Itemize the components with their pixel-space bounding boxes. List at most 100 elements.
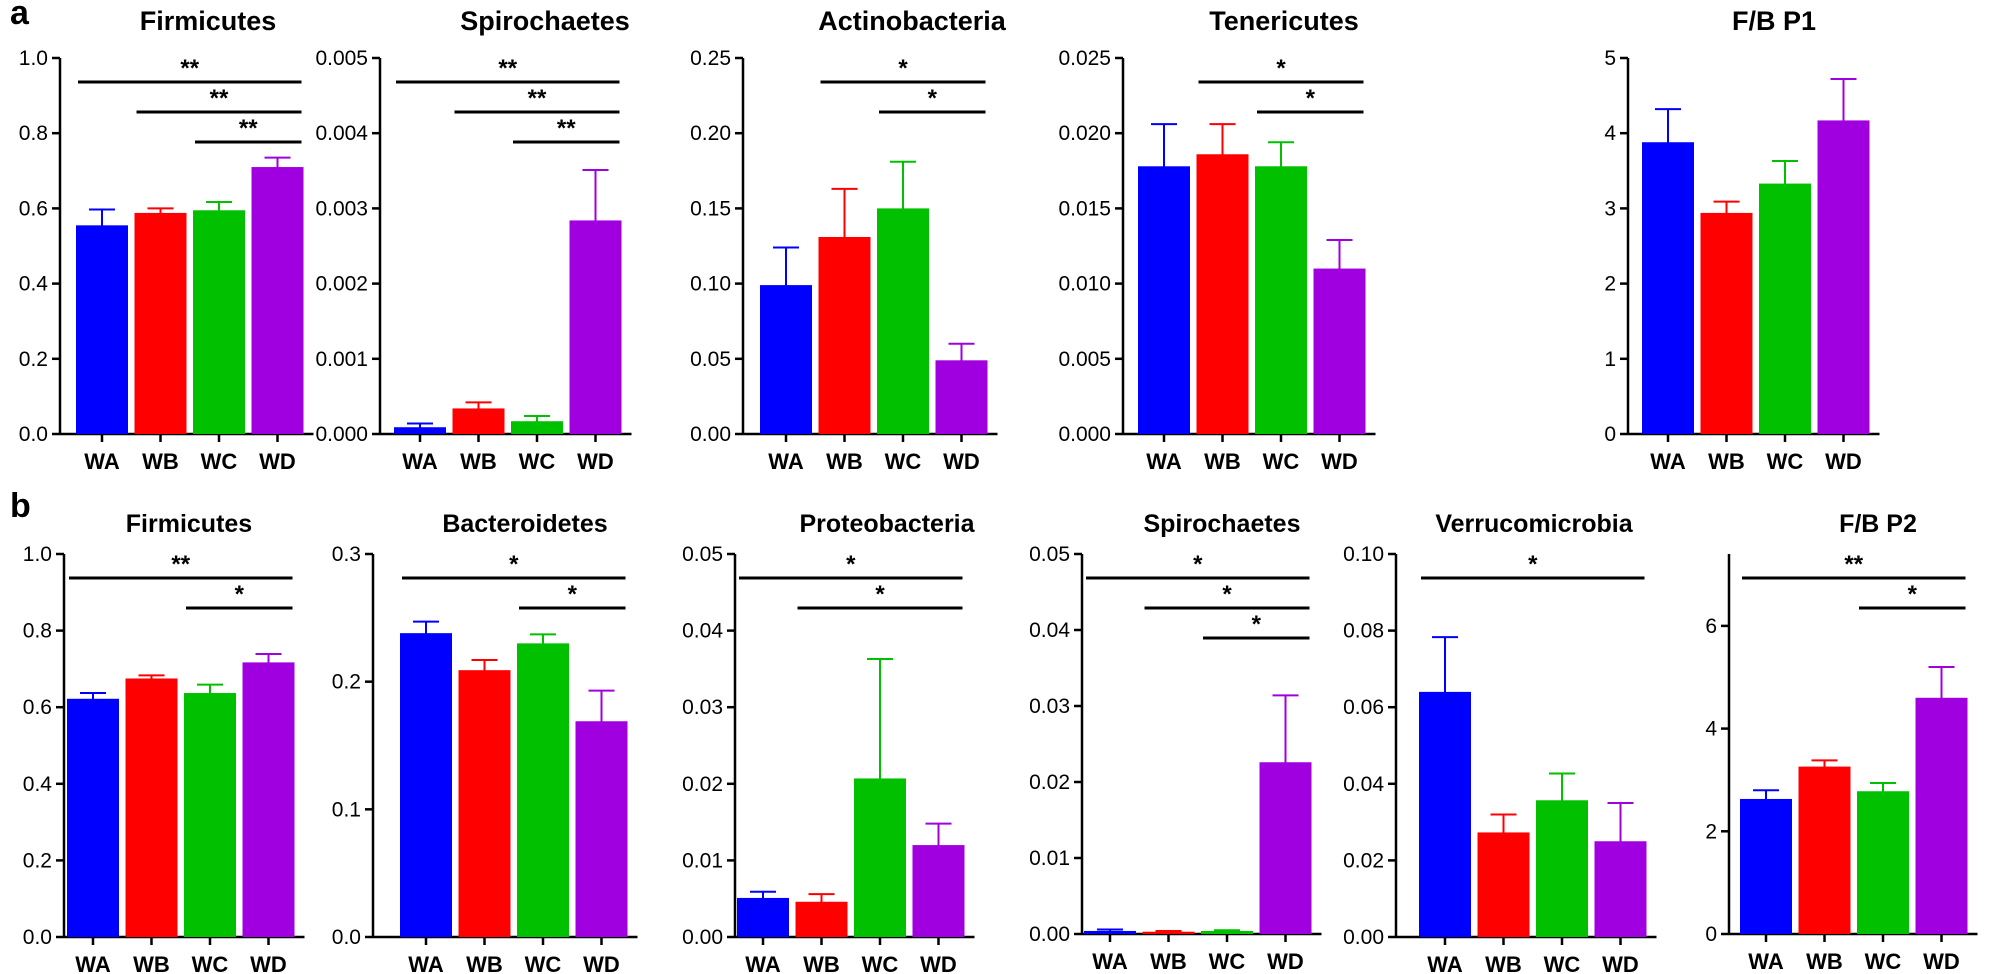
significance-label: * — [1222, 581, 1232, 608]
y-tick-label: 4 — [1705, 718, 1717, 741]
bar-wc — [184, 693, 236, 937]
significance-label: * — [235, 581, 245, 608]
x-tick-label: WB — [466, 952, 503, 974]
significance-label: ** — [557, 115, 576, 142]
significance-label: * — [928, 85, 938, 112]
x-tick-label: WA — [75, 952, 111, 974]
chart-b-9: Spirochaetes 0.00 0.01 0.02 0.03 0.04 0.05 WA WB… — [1029, 510, 1322, 974]
y-tick-label: 0.00 — [682, 926, 723, 949]
y-tick-label: 5 — [1604, 47, 1616, 70]
y-tick-label: 0.2 — [332, 671, 361, 694]
y-tick-label: 0.8 — [23, 620, 52, 643]
y-tick-label: 0.05 — [1029, 543, 1070, 566]
x-tick-label: WC — [885, 449, 922, 474]
y-tick-label: 0.1 — [332, 798, 361, 821]
bar-wd — [1817, 120, 1870, 434]
bar-wc — [193, 210, 245, 434]
y-tick-label: 0.02 — [1343, 849, 1384, 872]
y-tick-label: 0.0 — [19, 423, 48, 446]
y-tick-label: 0.010 — [1058, 273, 1111, 296]
significance-label: * — [1908, 581, 1918, 608]
panel-label-b: b — [10, 487, 31, 525]
y-tick-label: 0.00 — [1343, 926, 1384, 949]
y-tick-label: 0.6 — [23, 696, 52, 719]
bar-wc — [1857, 791, 1909, 934]
significance-label: * — [1276, 55, 1286, 82]
significance-label: ** — [498, 55, 517, 82]
bar-wa — [1138, 166, 1190, 434]
significance-label: * — [1252, 611, 1262, 638]
x-tick-label: WD — [1923, 949, 1960, 974]
x-tick-label: WB — [1204, 449, 1241, 474]
y-tick-label: 0.00 — [1029, 923, 1070, 946]
chart-a-4: Tenericutes 0.000 0.005 0.010 0.015 0.020 0.02… — [1058, 6, 1376, 474]
significance-label: * — [898, 55, 908, 82]
y-tick-label: 0.4 — [19, 273, 49, 296]
bar-wd — [575, 721, 628, 937]
y-tick-label: 6 — [1705, 615, 1717, 638]
panel-label-a: a — [10, 0, 30, 32]
y-tick-label: 0.6 — [19, 197, 48, 220]
chart-title: Spirochaetes — [460, 6, 630, 36]
bar-wc — [1759, 183, 1811, 434]
x-tick-label: WC — [862, 952, 899, 974]
x-tick-label: WA — [1748, 949, 1784, 974]
significance-label: ** — [528, 85, 547, 112]
bar-wb — [1196, 154, 1249, 435]
y-tick-label: 0.020 — [1058, 122, 1111, 145]
bar-wc — [511, 421, 563, 434]
bar-wa — [400, 633, 452, 937]
bar-wc — [1255, 166, 1307, 434]
y-tick-label: 0 — [1604, 423, 1616, 446]
x-tick-label: WA — [408, 952, 444, 974]
y-tick-label: 1.0 — [23, 543, 52, 566]
x-tick-label: WD — [259, 449, 296, 474]
significance-label: ** — [171, 551, 190, 578]
y-tick-label: 0.04 — [1343, 773, 1384, 796]
bar-wd — [1915, 697, 1968, 934]
chart-title: Verrucomicrobia — [1435, 510, 1633, 538]
significance-label: * — [875, 581, 885, 608]
x-tick-label: WC — [1544, 952, 1581, 974]
significance-label: * — [1193, 551, 1203, 578]
chart-b-8: Proteobacteria 0.00 0.01 0.02 0.03 0.04 0.05 WA… — [682, 510, 976, 974]
bar-wb — [134, 212, 187, 434]
y-tick-label: 0.005 — [315, 47, 368, 70]
y-tick-label: 0.005 — [1058, 348, 1111, 371]
bar-wb — [458, 670, 511, 937]
y-tick-label: 0.8 — [19, 122, 48, 145]
y-tick-label: 0.03 — [682, 696, 723, 719]
x-tick-label: WA — [1092, 949, 1128, 974]
y-tick-label: 0.02 — [682, 773, 723, 796]
y-tick-label: 1 — [1604, 348, 1616, 371]
y-tick-label: 0.0 — [23, 926, 52, 949]
y-tick-label: 0.000 — [1058, 423, 1111, 446]
y-tick-label: 0.01 — [1029, 847, 1070, 870]
x-tick-label: WA — [745, 952, 781, 974]
y-tick-label: 0.04 — [682, 620, 723, 643]
chart-title: Firmicutes — [126, 510, 252, 538]
y-tick-label: 0.0 — [332, 926, 361, 949]
y-tick-label: 0.25 — [690, 47, 731, 70]
significance-label: ** — [239, 115, 258, 142]
chart-title: Firmicutes — [140, 6, 277, 36]
significance-label: * — [509, 551, 519, 578]
y-tick-label: 2 — [1705, 820, 1717, 843]
x-tick-label: WB — [1806, 949, 1843, 974]
significance-label: ** — [180, 55, 199, 82]
significance-label: * — [1306, 85, 1316, 112]
y-tick-label: 0.002 — [315, 273, 368, 296]
significance-label: * — [1528, 551, 1538, 578]
y-tick-label: 0.05 — [690, 348, 731, 371]
y-tick-label: 0.02 — [1029, 771, 1070, 794]
y-tick-label: 2 — [1604, 273, 1616, 296]
x-tick-label: WB — [803, 952, 840, 974]
x-tick-label: WB — [133, 952, 170, 974]
x-tick-label: WC — [1263, 449, 1300, 474]
x-tick-label: WB — [1150, 949, 1187, 974]
y-tick-label: 3 — [1604, 197, 1616, 220]
y-tick-label: 0.004 — [315, 122, 368, 145]
y-tick-label: 0.05 — [682, 543, 723, 566]
bar-wb — [125, 678, 178, 937]
